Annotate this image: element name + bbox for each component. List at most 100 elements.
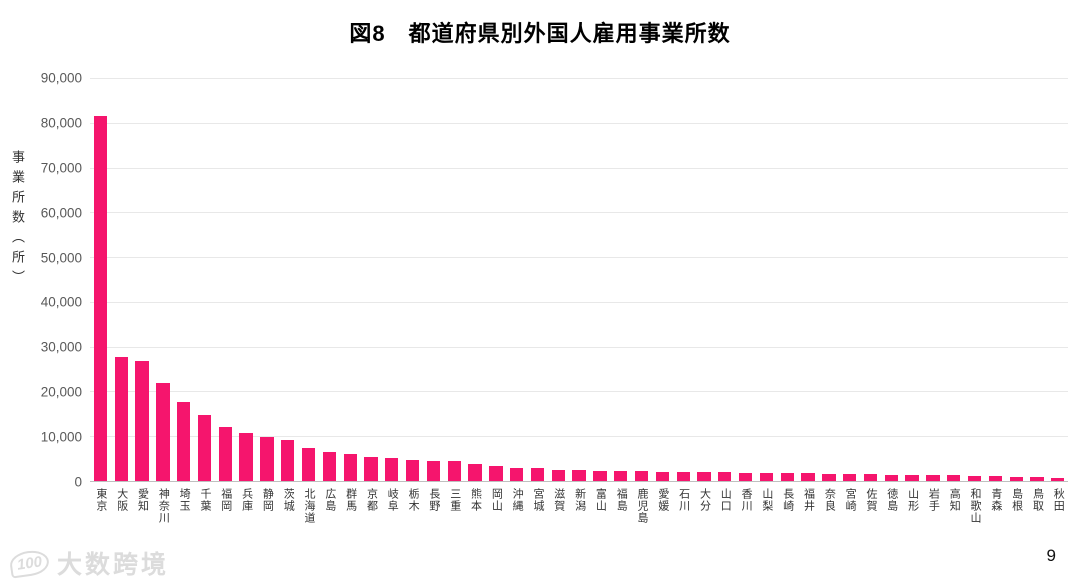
x-axis-label-熊本: 熊本: [469, 488, 482, 512]
x-label-slot: 富山: [590, 488, 611, 512]
bar-愛知: [135, 361, 149, 481]
bar-slot: [257, 78, 278, 481]
bar-島根: [1009, 476, 1023, 481]
x-axis-label-滋賀: 滋賀: [552, 488, 565, 512]
x-label-slot: 徳島: [881, 488, 902, 512]
y-tick-label: 10,000: [40, 429, 82, 445]
bar-香川: [738, 472, 753, 481]
x-label-slot: 岡山: [485, 488, 506, 512]
bar-slot: [839, 78, 860, 481]
x-label-slot: 高知: [943, 488, 964, 512]
bar-山梨: [759, 472, 774, 481]
bar-鳥取: [1030, 477, 1044, 481]
x-axis-label-大分: 大分: [698, 488, 711, 512]
y-tick-label: 30,000: [40, 339, 82, 355]
bar-秋田: [1051, 477, 1065, 481]
x-axis-label-福島: 福島: [615, 488, 628, 512]
x-label-slot: 広島: [319, 488, 340, 512]
bar-愛媛: [655, 471, 669, 481]
bar-slot: [194, 78, 215, 481]
x-label-slot: 岐阜: [381, 488, 402, 512]
y-tick-label: 40,000: [40, 294, 82, 310]
x-axis-label-鹿児島: 鹿児島: [636, 488, 649, 524]
bar-series: [90, 78, 1068, 481]
x-label-slot: 宮城: [527, 488, 548, 512]
gridline: [90, 346, 1068, 348]
x-axis-label-山梨: 山梨: [760, 488, 773, 512]
gridline: [90, 122, 1068, 124]
bar-slot: [298, 78, 319, 481]
gridline: [90, 436, 1068, 438]
bar-奈良: [822, 473, 836, 481]
x-axis-label-北海道: 北海道: [303, 488, 316, 524]
bar-slot: [735, 78, 756, 481]
y-tick-label: 20,000: [40, 384, 82, 400]
bar-slot: [881, 78, 902, 481]
bar-広島: [322, 452, 336, 481]
x-axis-label-鳥取: 鳥取: [1031, 488, 1044, 512]
bar-兵庫: [239, 432, 253, 481]
bar-slot: [485, 78, 506, 481]
bar-slot: [361, 78, 382, 481]
bar-slot: [923, 78, 944, 481]
bar-slot: [673, 78, 694, 481]
gridline: [90, 167, 1068, 169]
x-label-slot: 山形: [902, 488, 923, 512]
bar-滋賀: [551, 469, 565, 481]
bar-slot: [340, 78, 361, 481]
x-axis-label-富山: 富山: [594, 488, 607, 512]
bar-大分: [697, 472, 711, 481]
x-label-slot: 福岡: [215, 488, 236, 512]
x-label-slot: 京都: [361, 488, 382, 512]
x-label-slot: 石川: [673, 488, 694, 512]
bar-徳島: [884, 474, 898, 481]
x-label-slot: 栃木: [402, 488, 423, 512]
x-axis-label-静岡: 静岡: [261, 488, 274, 512]
x-label-slot: 茨城: [277, 488, 298, 512]
x-label-slot: 岩手: [923, 488, 944, 512]
x-axis-label-京都: 京都: [365, 488, 378, 512]
bar-slot: [590, 78, 611, 481]
x-axis-label-山形: 山形: [906, 488, 919, 512]
x-axis-label-島根: 島根: [1010, 488, 1023, 512]
bar-slot: [319, 78, 340, 481]
x-label-slot: 滋賀: [548, 488, 569, 512]
x-label-slot: 鳥取: [1027, 488, 1048, 512]
bar-大阪: [114, 356, 128, 481]
y-axis-ticks: 90,000 80,000 70,000 60,000 50,000 40,000 30,0…: [0, 71, 82, 490]
bar-slot: [943, 78, 964, 481]
x-axis-label-香川: 香川: [740, 488, 753, 512]
x-label-slot: 北海道: [298, 488, 319, 524]
bar-山形: [905, 474, 919, 481]
x-axis-label-東京: 東京: [94, 488, 107, 512]
y-tick-label: 60,000: [40, 205, 82, 221]
bar-slot: [902, 78, 923, 481]
bar-群馬: [343, 453, 357, 481]
bar-佐賀: [863, 474, 878, 481]
bar-京都: [364, 457, 378, 481]
bar-岡山: [489, 465, 503, 481]
x-label-slot: 福島: [610, 488, 631, 512]
bar-新潟: [572, 470, 586, 481]
x-axis-label-徳島: 徳島: [885, 488, 898, 512]
x-label-slot: 愛媛: [652, 488, 673, 512]
x-label-slot: 兵庫: [236, 488, 257, 512]
bar-鹿児島: [634, 471, 649, 481]
x-axis-label-秋田: 秋田: [1052, 488, 1065, 512]
x-label-slot: 静岡: [257, 488, 278, 512]
x-axis-label-青森: 青森: [989, 488, 1002, 512]
bar-北海道: [301, 448, 316, 481]
x-axis-label-奈良: 奈良: [823, 488, 836, 512]
bar-岩手: [926, 475, 940, 481]
x-axis-labels: 東京 大阪 愛知 神奈川 埼玉 千葉 福岡 兵庫 静岡 茨城 北海道 広島 群馬 京都 岐阜 栃木 長野 三重 熊本…: [90, 488, 1068, 524]
x-label-slot: 沖縄: [506, 488, 527, 512]
bar-slot: [236, 78, 257, 481]
y-tick-label: 50,000: [40, 250, 82, 266]
bar-slot: [132, 78, 153, 481]
chart-title: 図8 都道府県別外国人雇用事業所数: [349, 21, 731, 46]
x-axis-label-兵庫: 兵庫: [240, 488, 253, 512]
bar-slot: [444, 78, 465, 481]
y-tick-label: 0: [74, 474, 82, 490]
y-tick-label: 90,000: [40, 70, 82, 86]
bar-slot: [569, 78, 590, 481]
